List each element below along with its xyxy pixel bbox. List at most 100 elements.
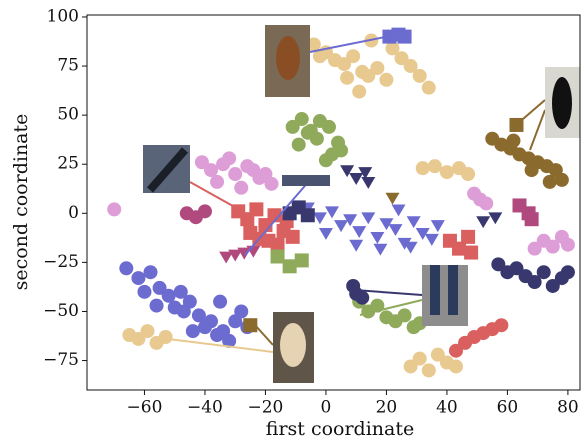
point <box>461 229 476 244</box>
point <box>222 333 237 348</box>
point <box>542 174 557 189</box>
y-tick-label: 100 <box>47 6 79 26</box>
point <box>291 137 306 152</box>
x-tick-label: −40 <box>187 398 223 418</box>
point <box>321 119 336 134</box>
point <box>185 324 200 339</box>
point <box>349 173 364 185</box>
point <box>361 212 376 225</box>
point <box>191 308 206 323</box>
point <box>267 208 282 223</box>
x-tick-label: −20 <box>248 398 284 418</box>
point <box>491 257 506 272</box>
point <box>397 29 412 44</box>
point <box>370 61 385 76</box>
y-tick-label: 50 <box>57 105 79 125</box>
connector <box>254 324 274 346</box>
x-tick-label: 0 <box>321 398 332 418</box>
point <box>415 228 430 240</box>
point <box>204 314 219 329</box>
point <box>173 284 188 299</box>
point <box>352 226 367 238</box>
thumbnails <box>143 25 580 383</box>
x-tick-label: 60 <box>497 398 519 418</box>
point <box>452 241 467 256</box>
point <box>448 359 463 374</box>
thumbnail-detail <box>552 77 572 129</box>
point <box>385 41 400 56</box>
thumbnail-detail <box>448 265 458 315</box>
y-tick-label: −25 <box>43 252 79 272</box>
point <box>194 155 209 170</box>
point <box>403 59 418 74</box>
point <box>197 204 212 219</box>
point <box>219 251 234 264</box>
point <box>509 261 524 276</box>
point <box>388 224 403 237</box>
point <box>421 80 436 95</box>
point <box>394 51 409 66</box>
point <box>448 343 463 358</box>
connector <box>515 99 546 126</box>
point <box>527 275 542 290</box>
connector <box>309 34 396 53</box>
point <box>318 153 333 168</box>
connector <box>244 179 311 256</box>
thumbnail-detail <box>430 265 440 315</box>
point <box>312 212 327 225</box>
thumbnail-shadow <box>282 175 330 186</box>
y-tick-label: −50 <box>43 301 79 321</box>
y-tick-label: 75 <box>57 56 79 76</box>
x-tick-label: 20 <box>376 398 398 418</box>
point <box>506 133 521 148</box>
point <box>337 57 352 72</box>
point <box>234 304 249 319</box>
point <box>294 253 309 268</box>
connector <box>159 337 274 353</box>
point <box>464 245 479 260</box>
point <box>161 288 176 303</box>
point <box>300 125 315 140</box>
thumbnail-detail <box>280 323 306 367</box>
point <box>524 212 539 227</box>
point <box>352 84 367 99</box>
point <box>258 167 273 182</box>
point <box>318 228 333 240</box>
plot-area <box>107 27 575 378</box>
connector <box>189 181 241 211</box>
point <box>560 237 575 252</box>
point <box>270 237 285 252</box>
connector <box>529 109 546 151</box>
thumbnail-legs <box>422 265 468 326</box>
point <box>324 206 339 219</box>
point <box>397 237 412 250</box>
x-tick-label: −60 <box>127 398 163 418</box>
point <box>306 37 321 52</box>
point <box>249 202 264 217</box>
axes-frame <box>86 14 581 391</box>
point <box>403 241 418 254</box>
point <box>340 70 355 85</box>
point <box>285 119 300 134</box>
point <box>545 278 560 293</box>
point <box>536 265 551 280</box>
point <box>140 324 155 339</box>
point <box>421 363 436 378</box>
point <box>403 359 418 374</box>
point <box>334 143 349 158</box>
point <box>213 294 228 309</box>
point <box>560 265 575 280</box>
point <box>346 49 361 64</box>
point <box>361 68 376 83</box>
point <box>349 239 364 252</box>
point <box>334 220 349 233</box>
point <box>131 271 146 286</box>
point <box>119 261 134 276</box>
point <box>430 347 445 362</box>
point <box>210 174 225 189</box>
y-tick-label: 25 <box>57 154 79 174</box>
point <box>204 163 219 178</box>
y-axis-label: second coordinate <box>10 114 32 291</box>
thumbnail-detail <box>146 147 189 193</box>
point <box>361 176 376 189</box>
